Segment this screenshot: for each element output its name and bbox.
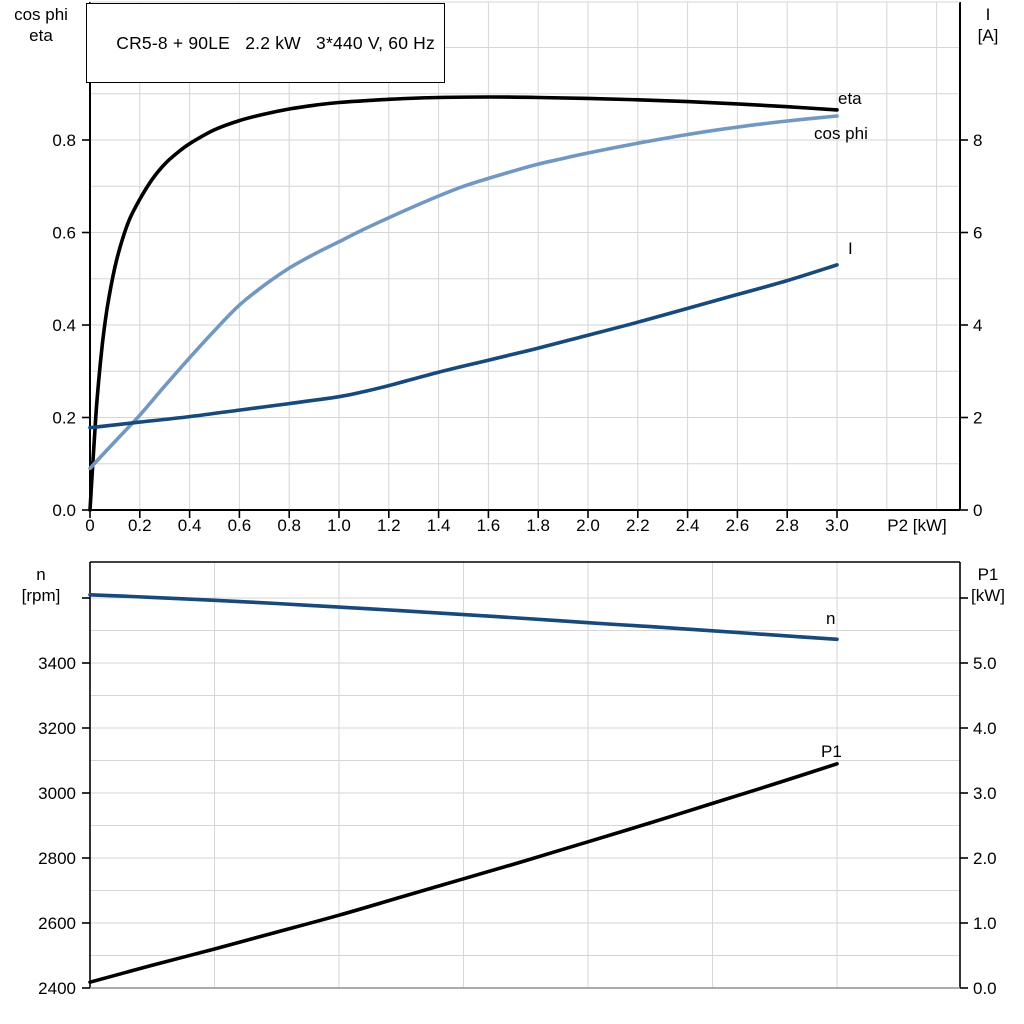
tick-label-left: 0.8 xyxy=(52,131,76,150)
series-curve-n xyxy=(88,593,839,642)
series-label-p1: P1 xyxy=(821,742,842,761)
tick-label-right: 5.0 xyxy=(973,654,997,673)
axis-title-speed-unit: [rpm] xyxy=(21,586,61,605)
series-label-n: n xyxy=(826,609,835,628)
tick-label-bottom: 2.4 xyxy=(676,516,700,535)
tick-label-bottom: 0.4 xyxy=(178,516,202,535)
tick-label-left: 3000 xyxy=(38,784,76,803)
tick-label-bottom: 2.0 xyxy=(576,516,600,535)
axis-title-current: I xyxy=(985,5,991,24)
tick-label-left: 3200 xyxy=(38,719,76,738)
tick-label-right: 2.0 xyxy=(973,849,997,868)
tick-label-bottom: 1.8 xyxy=(526,516,550,535)
tick-label-bottom: 2.2 xyxy=(626,516,650,535)
series-curve-p1 xyxy=(88,762,839,984)
tick-label-left: 0.6 xyxy=(52,224,76,243)
chart-title-box: CR5-8 + 90LE 2.2 kW 3*440 V, 60 Hz xyxy=(86,3,445,83)
series-label-cos-phi: cos phi xyxy=(814,124,868,143)
series-curve-cos-phi xyxy=(88,114,839,471)
tick-label-right: 0 xyxy=(973,501,982,520)
tick-label-left: 2600 xyxy=(38,914,76,933)
tick-label-left: 0.4 xyxy=(52,316,76,335)
tick-label-bottom: 0.2 xyxy=(128,516,152,535)
tick-label-right: 2 xyxy=(973,409,982,428)
tick-label-bottom: 3.0 xyxy=(825,516,849,535)
tick-label-left: 0.2 xyxy=(52,409,76,428)
tick-label-bottom: 1.6 xyxy=(477,516,501,535)
tick-label-right: 6 xyxy=(973,224,982,243)
tick-label-left: 3400 xyxy=(38,654,76,673)
tick-label-bottom: 1.0 xyxy=(327,516,351,535)
axis-title-speed: n xyxy=(36,565,46,584)
tick-label-left: 0.0 xyxy=(52,501,76,520)
series-curve-i xyxy=(88,263,839,430)
series-label-i: I xyxy=(848,239,853,258)
tick-label-left: 2800 xyxy=(38,849,76,868)
axis-title-eta: eta xyxy=(29,26,53,45)
axis-title-current-unit: [A] xyxy=(977,26,999,45)
tick-label-bottom: 1.4 xyxy=(427,516,451,535)
tick-label-bottom: 2.8 xyxy=(775,516,799,535)
tick-label-bottom: 0 xyxy=(85,516,94,535)
tick-label-left: 2400 xyxy=(38,979,76,998)
tick-label-bottom: 2.6 xyxy=(726,516,750,535)
chart-title: CR5-8 + 90LE 2.2 kW 3*440 V, 60 Hz xyxy=(116,33,435,53)
tick-label-right: 8 xyxy=(973,131,982,150)
tick-label-bottom: 0.8 xyxy=(277,516,301,535)
tick-label-right: 0.0 xyxy=(973,979,997,998)
x-axis-label: P2 [kW] xyxy=(887,516,947,535)
tick-label-bottom: 1.2 xyxy=(377,516,401,535)
axis-title-cos-phi: cos phi xyxy=(14,5,68,24)
chart-bottom: 2400 2600 2800 3000 3200 3400 0.0 1.0 2.0 3.0 4.0 5… xyxy=(38,561,997,998)
tick-label-right: 4.0 xyxy=(973,719,997,738)
tick-label-right: 4 xyxy=(973,316,982,335)
tick-label-right: 1.0 xyxy=(973,914,997,933)
axis-title-p1-unit: [kW] xyxy=(971,586,1005,605)
top-right-axis-title: I [A] xyxy=(955,4,1021,46)
chart-top: 0.0 0.2 0.4 0.6 0.8 0 2 4 6 8 0 0.2 0.4 0.6 0.8 1.0 1.2 1… xyxy=(52,1,982,535)
bottom-right-axis-title: P1 [kW] xyxy=(955,564,1021,606)
series-curve-eta xyxy=(88,95,839,512)
bottom-left-axis-title: n [rpm] xyxy=(2,564,80,606)
top-left-axis-title: cos phi eta xyxy=(2,4,80,46)
series-label-eta: eta xyxy=(838,89,862,108)
axis-title-p1: P1 xyxy=(977,565,999,584)
tick-label-bottom: 0.6 xyxy=(228,516,252,535)
tick-label-right: 3.0 xyxy=(973,784,997,803)
